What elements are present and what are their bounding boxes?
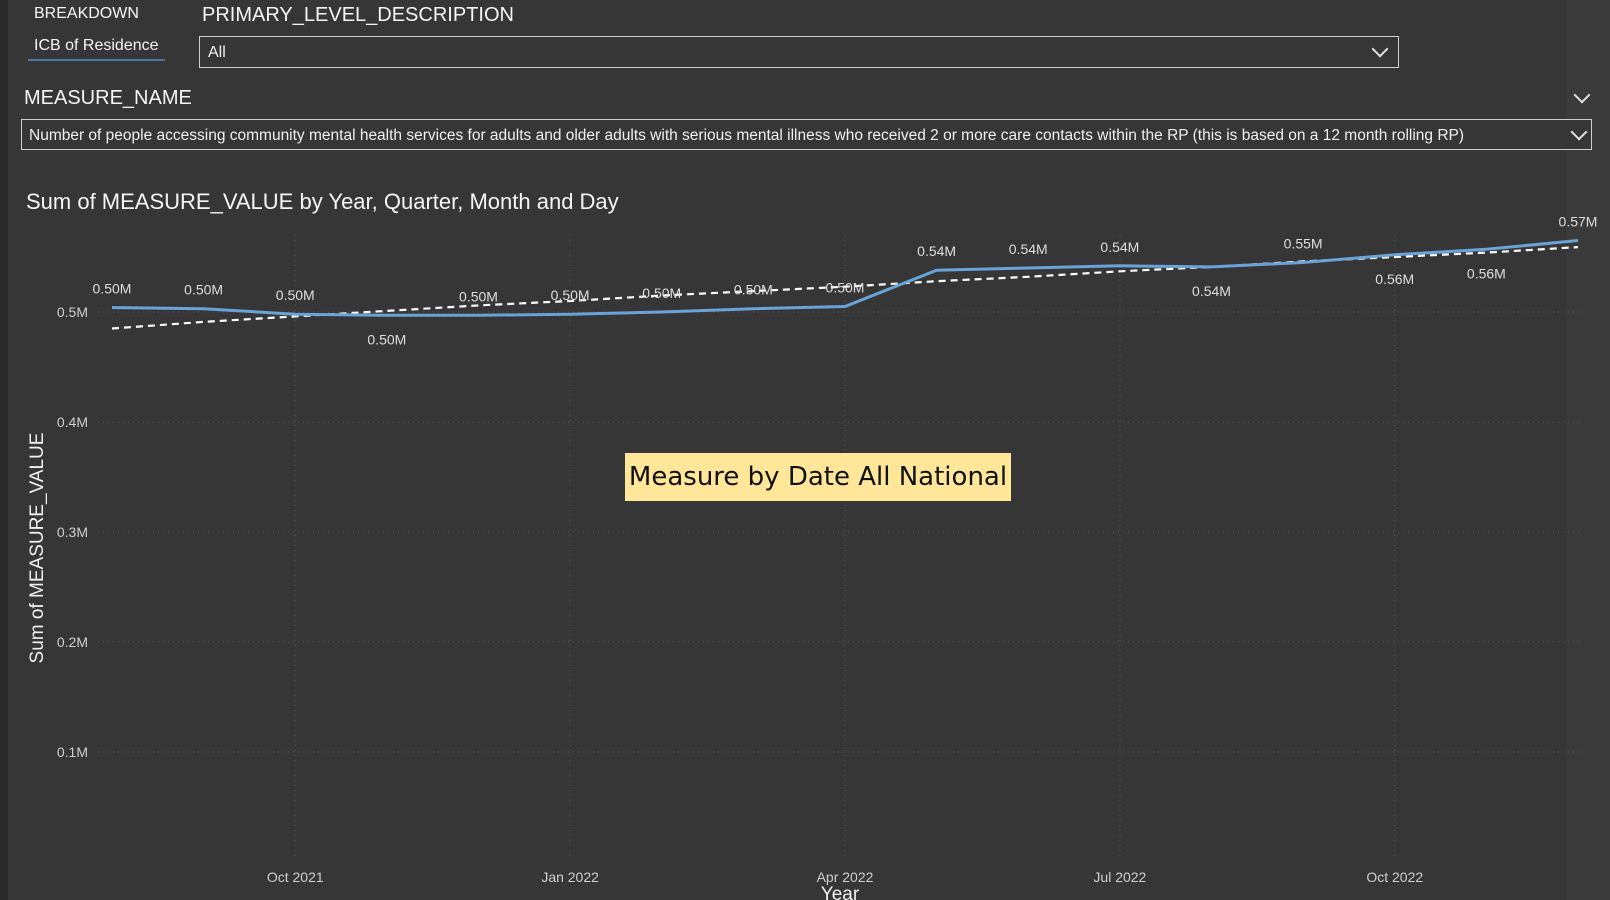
y-tick-label: 0.5M xyxy=(57,304,88,320)
x-axis-title: Year xyxy=(821,884,860,900)
chart-callout: Measure by Date All National xyxy=(625,453,1011,501)
x-tick-label: Jan 2022 xyxy=(541,869,599,885)
y-tick-label: 0.4M xyxy=(57,414,88,430)
data-label: 0.50M xyxy=(276,287,315,303)
data-label: 0.55M xyxy=(1284,236,1323,252)
left-panel-edge xyxy=(0,0,8,900)
series-line xyxy=(111,239,1579,317)
data-label: 0.54M xyxy=(1192,283,1231,299)
data-label: 0.54M xyxy=(1100,239,1139,255)
data-label: 0.57M xyxy=(1559,214,1598,230)
data-label: 0.50M xyxy=(734,282,773,298)
data-labels: 0.50M 0.50M 0.50M 0.50M 0.50M 0.50M 0.50M 0.50M… xyxy=(93,214,1598,348)
data-label: 0.54M xyxy=(917,243,956,259)
measure-name-label: MEASURE_NAME xyxy=(24,87,192,109)
y-axis-ticks: 0.1M 0.2M 0.3M 0.4M 0.5M xyxy=(57,304,88,760)
primary-level-title: PRIMARY_LEVEL_DESCRIPTION xyxy=(202,4,514,26)
data-label: 0.50M xyxy=(93,281,132,297)
data-label: 0.54M xyxy=(1009,241,1048,257)
trend-line xyxy=(111,246,1579,330)
measure-dropdown[interactable]: Number of people accessing community men… xyxy=(21,119,1592,150)
data-label: 0.50M xyxy=(642,285,681,301)
data-label: 0.50M xyxy=(826,280,865,296)
icb-dropdown-value: All xyxy=(208,44,226,61)
data-label: 0.56M xyxy=(1467,265,1506,281)
tab-breakdown[interactable]: BREAKDOWN xyxy=(34,5,139,22)
y-tick-label: 0.3M xyxy=(57,524,88,540)
gridlines xyxy=(98,235,1580,860)
data-label: 0.50M xyxy=(367,331,406,347)
y-axis-title: Sum of MEASURE_VALUE xyxy=(27,433,48,664)
data-label: 0.50M xyxy=(184,282,223,298)
tab-icb-of-residence[interactable]: ICB of Residence xyxy=(28,32,165,61)
x-tick-label: Apr 2022 xyxy=(817,869,874,885)
x-tick-label: Jul 2022 xyxy=(1093,869,1146,885)
icb-dropdown[interactable]: All xyxy=(199,36,1399,68)
data-label: 0.56M xyxy=(1375,271,1414,287)
x-tick-label: Oct 2022 xyxy=(1366,869,1423,885)
x-tick-label: Oct 2021 xyxy=(267,869,324,885)
chart-title: Sum of MEASURE_VALUE by Year, Quarter, M… xyxy=(26,189,619,214)
measure-dropdown-value: Number of people accessing community men… xyxy=(29,127,1465,144)
y-tick-label: 0.1M xyxy=(57,744,88,760)
data-label: 0.50M xyxy=(551,287,590,303)
x-axis-ticks: Oct 2021 Jan 2022 Apr 2022 Jul 2022 Oct 2022 xyxy=(267,869,1424,885)
right-panel-edge xyxy=(1566,0,1610,900)
y-tick-label: 0.2M xyxy=(57,634,88,650)
data-label: 0.50M xyxy=(459,288,498,304)
